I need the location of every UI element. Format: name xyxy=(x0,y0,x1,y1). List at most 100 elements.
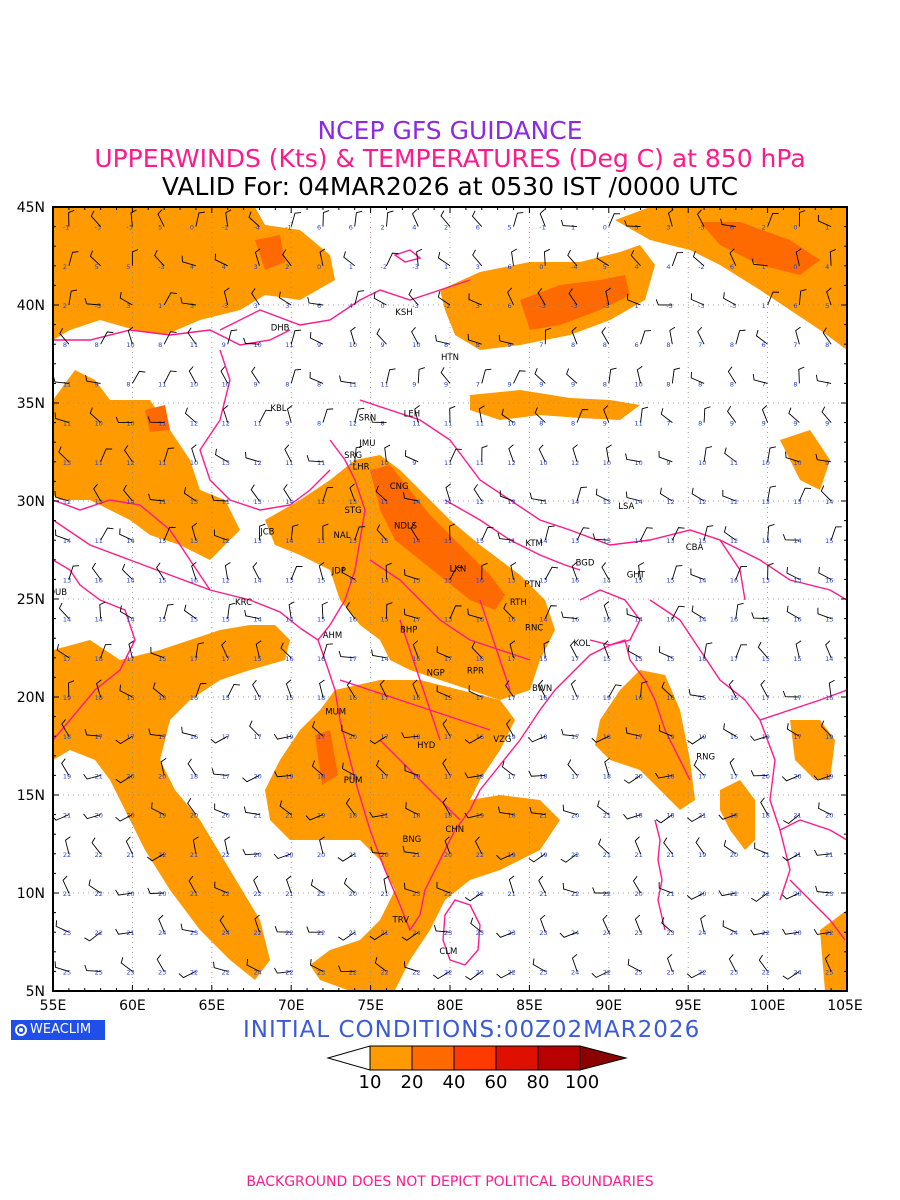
wind-barb xyxy=(511,248,518,266)
temperature-value: 0 xyxy=(380,302,384,310)
boundary-afghan xyxy=(199,349,331,511)
boundary-central-asia xyxy=(53,329,291,346)
wind-barb xyxy=(625,491,641,502)
temperature-value: 22 xyxy=(349,968,357,976)
temperature-value: -1 xyxy=(63,224,69,232)
wind-barb xyxy=(735,565,748,580)
wind-barb xyxy=(798,366,805,384)
temperature-value: 14 xyxy=(793,537,801,545)
temperature-value: 21 xyxy=(190,890,198,898)
wind-barb xyxy=(127,326,134,345)
wind-barb xyxy=(343,877,356,894)
temperature-value: 6 xyxy=(762,341,766,349)
temperature-value: 5 xyxy=(508,224,512,232)
wind-barb xyxy=(432,971,451,980)
wind-barb xyxy=(562,804,578,816)
boundary-states-1 xyxy=(369,559,531,661)
temperature-value: 18 xyxy=(317,694,325,702)
temperature-value: 20 xyxy=(158,772,166,780)
wind-barb xyxy=(596,252,610,267)
wind-barb xyxy=(225,209,232,227)
wind-barb xyxy=(813,774,832,781)
temperature-value: 5 xyxy=(95,263,99,271)
wind-barb xyxy=(513,370,526,384)
temperature-value: 4 xyxy=(825,263,829,271)
wind-barb xyxy=(119,528,133,541)
wind-barb xyxy=(404,569,419,580)
wind-barb xyxy=(227,602,236,619)
temperature-value: 17 xyxy=(508,694,516,702)
temperature-value: 10 xyxy=(539,459,547,467)
wind-region-central-india xyxy=(265,680,560,991)
temperature-value: 15 xyxy=(349,576,357,584)
temperature-value: 9 xyxy=(571,380,575,388)
wind-barb xyxy=(690,293,705,306)
temperature-value: 15 xyxy=(762,655,770,663)
wind-barb xyxy=(723,526,737,541)
temperature-value: 17 xyxy=(444,772,452,780)
temperature-value: -1 xyxy=(539,224,545,232)
wind-barb xyxy=(152,682,165,698)
wind-barb xyxy=(505,680,514,698)
temperature-value: 23 xyxy=(317,890,325,898)
temperature-value: 13 xyxy=(793,498,801,506)
temperature-value: 16 xyxy=(476,655,484,663)
temperature-value: -3 xyxy=(222,302,228,310)
temperature-value: 20 xyxy=(825,812,833,820)
temperature-value: 19 xyxy=(158,812,166,820)
wind-barb xyxy=(576,409,589,423)
wind-barb xyxy=(83,773,101,780)
wind-barb xyxy=(720,218,736,228)
wind-barb xyxy=(529,806,546,816)
wind-barb xyxy=(222,405,229,423)
temperature-value: 14 xyxy=(825,498,833,506)
boundary-iran xyxy=(53,499,211,591)
temperature-value: 9 xyxy=(793,420,797,428)
temperature-value: 18 xyxy=(539,772,547,780)
wind-barb xyxy=(371,649,387,659)
temperature-value: 24 xyxy=(698,929,706,937)
lat-label: 30N xyxy=(17,494,45,510)
temperature-value: 23 xyxy=(63,929,71,937)
temperature-value: 18 xyxy=(63,733,71,741)
temperature-value: 22 xyxy=(222,890,230,898)
temperature-value: 9 xyxy=(222,341,226,349)
wind-barb xyxy=(68,251,79,266)
wind-barb xyxy=(147,416,165,424)
wind-barb xyxy=(782,971,800,980)
graticule xyxy=(53,207,847,991)
wind-barb xyxy=(567,249,578,267)
wind-core-north xyxy=(255,235,285,270)
temperature-value: 13 xyxy=(222,459,230,467)
wind-barb xyxy=(433,925,451,933)
city-label-rng: RNG xyxy=(696,753,715,763)
wind-barb xyxy=(781,774,800,782)
wind-barb xyxy=(180,297,196,306)
wind-barb xyxy=(442,719,451,737)
temperature-value: 16 xyxy=(825,694,833,702)
temperature-value: 8 xyxy=(63,341,67,349)
temperature-value: 11 xyxy=(158,459,166,467)
lat-label: 40N xyxy=(17,298,45,314)
city-label-dub: DUB xyxy=(48,588,67,598)
temperature-value: 18 xyxy=(412,812,420,820)
wind-barb xyxy=(663,837,673,855)
temperature-value: 14 xyxy=(126,616,134,624)
wind-barb xyxy=(726,406,737,423)
temperature-value: 23 xyxy=(539,968,547,976)
wind-barb xyxy=(404,450,419,463)
temperature-value: -2 xyxy=(380,263,386,271)
wind-barb xyxy=(322,486,334,502)
weaclim-logo: WEACLIM xyxy=(11,1020,105,1040)
wind-barb xyxy=(156,954,165,972)
temperature-value: 9 xyxy=(380,341,384,349)
temperature-value: 16 xyxy=(317,655,325,663)
wind-barb xyxy=(280,642,292,659)
temperature-value: 17 xyxy=(349,655,357,663)
temperature-value: 8 xyxy=(603,380,607,388)
wind-core-arab xyxy=(315,730,338,785)
temperature-value: 22 xyxy=(762,929,770,937)
wind-barb xyxy=(307,297,324,306)
temperature-value: 20 xyxy=(222,812,230,820)
wind-barb xyxy=(338,965,355,972)
